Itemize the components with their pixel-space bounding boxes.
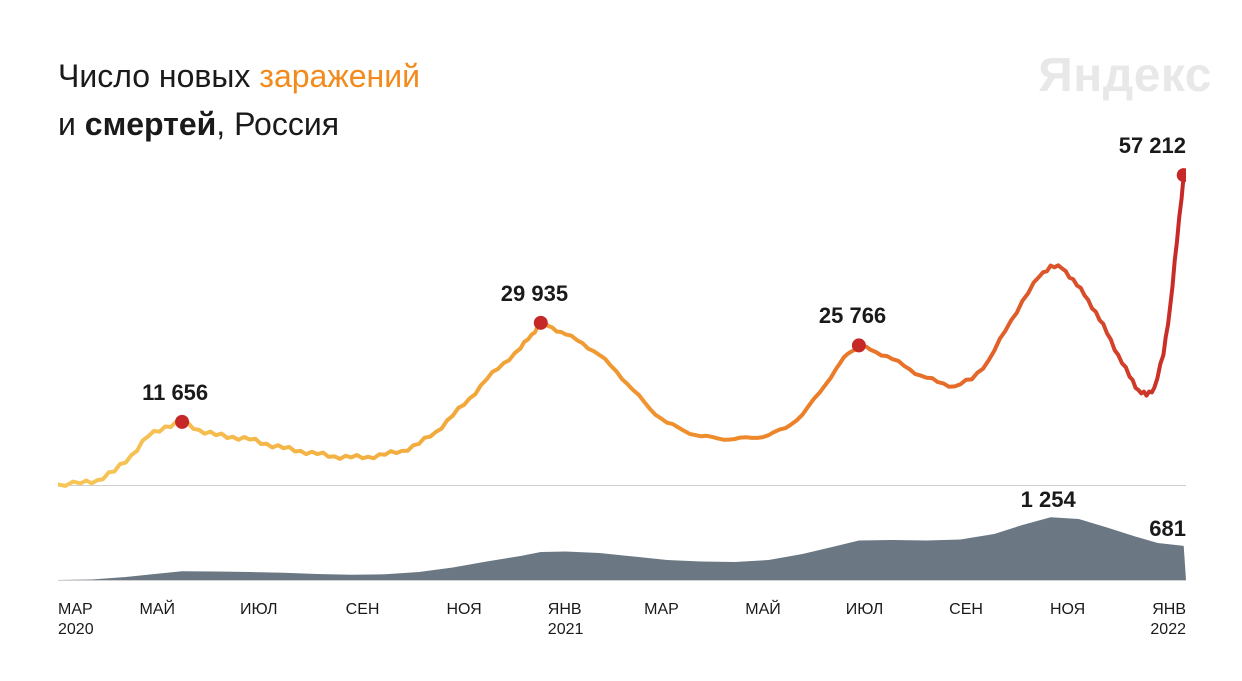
chart-container: { "title": { "prefix": "Число новых ", "… xyxy=(0,0,1242,681)
x-axis-tick: МАЙ xyxy=(140,600,176,620)
chart-title: Число новых заражений и смертей, Россия xyxy=(58,52,420,148)
title-suffix: , Россия xyxy=(216,106,339,142)
chart-svg xyxy=(58,160,1186,640)
deaths-peak-label: 1 254 xyxy=(1021,487,1076,513)
x-axis-tick: НОЯ xyxy=(1050,600,1085,620)
infections-peak-label: 29 935 xyxy=(501,281,568,307)
title-prefix: Число новых xyxy=(58,58,259,94)
deaths-peak-label: 681 xyxy=(1149,516,1186,542)
x-axis-tick: МАЙ xyxy=(745,600,781,620)
x-axis-tick: МАР xyxy=(644,600,679,620)
x-axis-tick: СЕН xyxy=(346,600,380,620)
title-mid: и xyxy=(58,106,85,142)
x-axis-tick: ИЮЛ xyxy=(240,600,277,620)
infections-peak-label: 11 656 xyxy=(142,380,208,406)
title-deaths-word: смертей xyxy=(85,106,217,142)
infections-peak-label: 25 766 xyxy=(819,303,886,329)
infections-peak-label: 57 212 xyxy=(1119,133,1186,159)
x-axis-tick: МАР2020 xyxy=(58,600,94,640)
x-axis-tick: ЯНВ2022 xyxy=(1150,600,1186,640)
x-axis-tick: ЯНВ2021 xyxy=(548,600,584,640)
x-axis-tick: СЕН xyxy=(949,600,983,620)
x-axis-tick: НОЯ xyxy=(446,600,481,620)
title-infections-word: заражений xyxy=(259,58,420,94)
x-axis-tick: ИЮЛ xyxy=(846,600,883,620)
yandex-watermark: Яндекс xyxy=(1038,48,1212,103)
chart-area xyxy=(58,160,1186,640)
